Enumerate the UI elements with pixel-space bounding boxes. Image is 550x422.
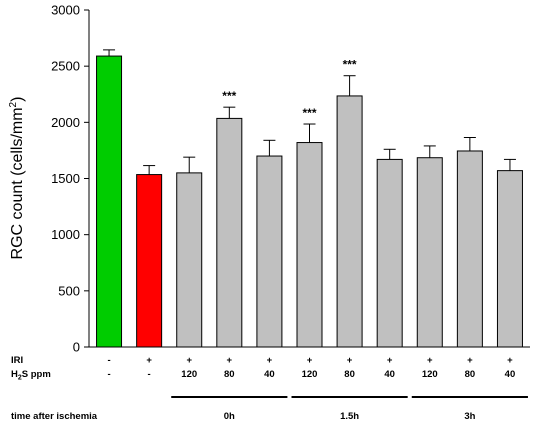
- condition-table: IRI H2S ppm time after ischemia - + + + + + + +…: [11, 355, 515, 422]
- bar: [176, 172, 203, 348]
- time-group-label: 0h: [224, 411, 235, 422]
- y-tick-label: 0: [73, 340, 80, 355]
- y-axis: 0 500 1000 1500 2000 2500 3000: [51, 3, 530, 355]
- h2s-ppm-value: 120: [422, 369, 438, 380]
- time-row-label: time after ischemia: [11, 411, 98, 422]
- h2s-ppm-value: 40: [505, 369, 516, 380]
- bar: [416, 157, 443, 348]
- h2s-ppm-value: 120: [181, 369, 197, 380]
- h2s-ppm-value: 80: [224, 369, 235, 380]
- y-axis-title: RGC count (cells/mm2): [8, 97, 26, 260]
- time-groups: 0h 1.5h 3h: [171, 396, 528, 422]
- h2s-label-h: H: [11, 369, 18, 380]
- iri-value: +: [186, 355, 192, 366]
- significance-marker: ***: [222, 89, 236, 103]
- iri-value: +: [307, 355, 313, 366]
- bar: [136, 174, 163, 348]
- time-group-label: 3h: [464, 411, 475, 422]
- iri-value: +: [387, 355, 393, 366]
- bar: [376, 158, 403, 348]
- y-axis-title-main: RGC count (cells/mm: [9, 107, 26, 259]
- y-axis-title-superscript: 2: [8, 101, 19, 107]
- h2s-ppm-value: 80: [465, 369, 476, 380]
- h2s-row-label: H2S ppm: [11, 369, 51, 382]
- h2s-label-sub: 2: [18, 375, 22, 382]
- iri-row-label: IRI: [11, 355, 23, 366]
- iri-value: -: [107, 355, 110, 366]
- h2s-ppm-value: 40: [384, 369, 395, 380]
- bar: [96, 55, 123, 348]
- bar: [296, 142, 323, 348]
- y-tick-label: 3000: [51, 3, 80, 18]
- bars-layer: *** *** ***: [96, 49, 523, 348]
- time-group-label: 1.5h: [340, 411, 359, 422]
- bar: [496, 170, 523, 348]
- h2s-ppm-value: 80: [344, 369, 355, 380]
- iri-value: +: [227, 355, 233, 366]
- iri-value: +: [507, 355, 513, 366]
- bar: [216, 117, 243, 348]
- h2s-label-rest: S ppm: [22, 369, 51, 380]
- iri-value: +: [467, 355, 473, 366]
- h2s-ppm-value: -: [148, 369, 151, 380]
- y-tick-label: 500: [58, 283, 80, 298]
- y-tick-label: 2000: [51, 115, 80, 130]
- significance-marker: ***: [343, 58, 357, 72]
- h2s-ppm-value: -: [107, 369, 110, 380]
- y-axis-title-close: ): [9, 97, 26, 102]
- h2s-ppm-value: 120: [302, 369, 318, 380]
- bar: [336, 95, 363, 348]
- y-tick-label: 1000: [51, 227, 80, 242]
- y-tick-label: 1500: [51, 171, 80, 186]
- h2s-ppm-value: 40: [264, 369, 275, 380]
- iri-value: +: [146, 355, 152, 366]
- bar: [256, 155, 283, 348]
- iri-value: +: [347, 355, 353, 366]
- significance-marker: ***: [302, 106, 316, 120]
- bar: [456, 150, 483, 348]
- y-tick-label: 2500: [51, 59, 80, 74]
- iri-value: +: [267, 355, 273, 366]
- iri-value: +: [427, 355, 433, 366]
